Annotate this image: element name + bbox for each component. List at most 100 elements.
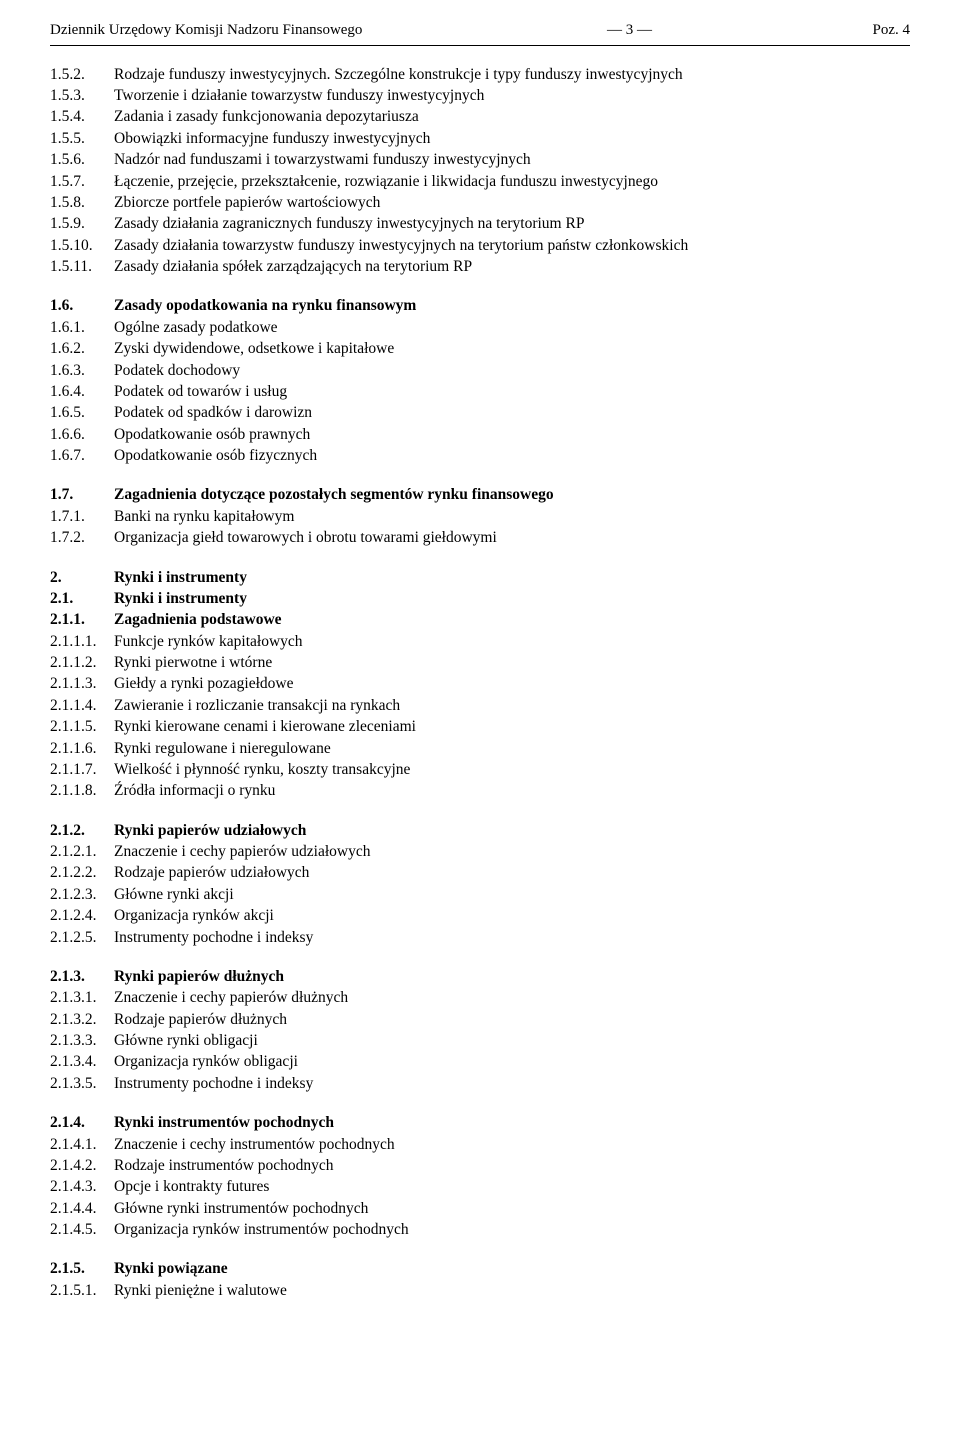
toc-title: Rynki i instrumenty — [114, 567, 910, 588]
toc-number: 2.1.2.3. — [50, 884, 114, 905]
toc-row: 1.5.8.Zbiorcze portfele papierów wartośc… — [50, 192, 910, 213]
section-gap — [50, 802, 910, 820]
toc-title: Znaczenie i cechy papierów dłużnych — [114, 987, 910, 1008]
toc-title: Organizacja rynków obligacji — [114, 1051, 910, 1072]
toc-row: 1.6.3.Podatek dochodowy — [50, 360, 910, 381]
toc-number: 1.5.3. — [50, 85, 114, 106]
toc-row: 1.6.2.Zyski dywidendowe, odsetkowe i kap… — [50, 338, 910, 359]
toc-title: Banki na rynku kapitałowym — [114, 506, 910, 527]
toc-row: 2.1.3.1.Znaczenie i cechy papierów dłużn… — [50, 987, 910, 1008]
toc-title: Opodatkowanie osób prawnych — [114, 424, 910, 445]
toc-number: 1.6.3. — [50, 360, 114, 381]
section-gap — [50, 549, 910, 567]
toc-row: 1.6.Zasady opodatkowania na rynku finans… — [50, 295, 910, 316]
toc-number: 1.7.1. — [50, 506, 114, 527]
toc-row: 1.7.1.Banki na rynku kapitałowym — [50, 506, 910, 527]
toc-row: 2.1.1.3.Giełdy a rynki pozagiełdowe — [50, 673, 910, 694]
toc-row: 2.1.4.Rynki instrumentów pochodnych — [50, 1112, 910, 1133]
toc-row: 2.1.4.2.Rodzaje instrumentów pochodnych — [50, 1155, 910, 1176]
toc-row: 2.1.1.7.Wielkość i płynność rynku, koszt… — [50, 759, 910, 780]
toc-row: 1.5.7.Łączenie, przejęcie, przekształcen… — [50, 171, 910, 192]
toc-row: 1.5.3.Tworzenie i działanie towarzystw f… — [50, 85, 910, 106]
toc-title: Zadania i zasady funkcjonowania depozyta… — [114, 106, 910, 127]
toc-number: 2.1. — [50, 588, 114, 609]
toc-title: Organizacja rynków akcji — [114, 905, 910, 926]
toc-number: 1.6.2. — [50, 338, 114, 359]
toc-row: 2.1.1.1.Funkcje rynków kapitałowych — [50, 631, 910, 652]
toc-row: 2.Rynki i instrumenty — [50, 567, 910, 588]
toc-number: 1.5.10. — [50, 235, 114, 256]
toc-title: Rodzaje funduszy inwestycyjnych. Szczegó… — [114, 64, 910, 85]
toc-row: 2.1.1.6.Rynki regulowane i nieregulowane — [50, 738, 910, 759]
toc-row: 1.5.6.Nadzór nad funduszami i towarzystw… — [50, 149, 910, 170]
toc-title: Tworzenie i działanie towarzystw fundusz… — [114, 85, 910, 106]
header-position: Poz. 4 — [873, 20, 911, 41]
toc-title: Znaczenie i cechy instrumentów pochodnyc… — [114, 1134, 910, 1155]
toc-number: 2.1.1.1. — [50, 631, 114, 652]
toc-title: Zasady działania towarzystw funduszy inw… — [114, 235, 910, 256]
toc-title: Zagadnienia dotyczące pozostałych segmen… — [114, 484, 910, 505]
toc-title: Opodatkowanie osób fizycznych — [114, 445, 910, 466]
toc-number: 1.5.7. — [50, 171, 114, 192]
toc-number: 1.6.6. — [50, 424, 114, 445]
toc-title: Rynki pieniężne i walutowe — [114, 1280, 910, 1301]
toc-row: 2.1.3.4.Organizacja rynków obligacji — [50, 1051, 910, 1072]
toc-row: 1.6.5.Podatek od spadków i darowizn — [50, 402, 910, 423]
toc-row: 1.5.10.Zasady działania towarzystw fundu… — [50, 235, 910, 256]
toc-row: 2.1.2.3.Główne rynki akcji — [50, 884, 910, 905]
toc-number: 2.1.4.1. — [50, 1134, 114, 1155]
toc-title: Instrumenty pochodne i indeksy — [114, 927, 910, 948]
toc-number: 2.1.5. — [50, 1258, 114, 1279]
section-gap — [50, 948, 910, 966]
toc-row: 1.5.4.Zadania i zasady funkcjonowania de… — [50, 106, 910, 127]
toc-title: Zyski dywidendowe, odsetkowe i kapitałow… — [114, 338, 910, 359]
toc-title: Znaczenie i cechy papierów udziałowych — [114, 841, 910, 862]
toc-title: Zasady opodatkowania na rynku finansowym — [114, 295, 910, 316]
toc-number: 1.5.5. — [50, 128, 114, 149]
toc-title: Zbiorcze portfele papierów wartościowych — [114, 192, 910, 213]
toc-number: 2.1.3.1. — [50, 987, 114, 1008]
toc-number: 2.1.1.7. — [50, 759, 114, 780]
toc-row: 2.1.2.2.Rodzaje papierów udziałowych — [50, 862, 910, 883]
toc-title: Giełdy a rynki pozagiełdowe — [114, 673, 910, 694]
toc-number: 1.7.2. — [50, 527, 114, 548]
toc-number: 1.6.7. — [50, 445, 114, 466]
toc-title: Nadzór nad funduszami i towarzystwami fu… — [114, 149, 910, 170]
toc-row: 2.1.Rynki i instrumenty — [50, 588, 910, 609]
toc-number: 2.1.3. — [50, 966, 114, 987]
toc-title: Rynki regulowane i nieregulowane — [114, 738, 910, 759]
toc-title: Zagadnienia podstawowe — [114, 609, 910, 630]
toc-row: 1.5.5.Obowiązki informacyjne funduszy in… — [50, 128, 910, 149]
toc-title: Rynki papierów dłużnych — [114, 966, 910, 987]
toc-title: Podatek dochodowy — [114, 360, 910, 381]
toc-title: Rynki pierwotne i wtórne — [114, 652, 910, 673]
toc-number: 2.1.2.5. — [50, 927, 114, 948]
toc-number: 1.5.6. — [50, 149, 114, 170]
toc-title: Wielkość i płynność rynku, koszty transa… — [114, 759, 910, 780]
toc-number: 1.5.2. — [50, 64, 114, 85]
toc-number: 2.1.4.5. — [50, 1219, 114, 1240]
toc-number: 1.6.5. — [50, 402, 114, 423]
toc-title: Łączenie, przejęcie, przekształcenie, ro… — [114, 171, 910, 192]
page-header: Dziennik Urzędowy Komisji Nadzoru Finans… — [50, 20, 910, 46]
toc-number: 2. — [50, 567, 114, 588]
toc-title: Obowiązki informacyjne funduszy inwestyc… — [114, 128, 910, 149]
toc-number: 1.5.8. — [50, 192, 114, 213]
toc-title: Główne rynki obligacji — [114, 1030, 910, 1051]
toc-title: Podatek od towarów i usług — [114, 381, 910, 402]
toc-number: 2.1.1.8. — [50, 780, 114, 801]
toc-number: 1.6.4. — [50, 381, 114, 402]
toc-row: 1.6.7.Opodatkowanie osób fizycznych — [50, 445, 910, 466]
toc-title: Zasady działania spółek zarządzających n… — [114, 256, 910, 277]
toc-row: 2.1.3.5.Instrumenty pochodne i indeksy — [50, 1073, 910, 1094]
toc-title: Rodzaje papierów dłużnych — [114, 1009, 910, 1030]
toc-title: Zasady działania zagranicznych funduszy … — [114, 213, 910, 234]
toc-number: 1.5.4. — [50, 106, 114, 127]
toc-row: 1.5.11.Zasady działania spółek zarządzaj… — [50, 256, 910, 277]
toc-title: Podatek od spadków i darowizn — [114, 402, 910, 423]
toc-row: 2.1.4.3.Opcje i kontrakty futures — [50, 1176, 910, 1197]
toc-number: 1.5.11. — [50, 256, 114, 277]
toc-number: 2.1.1.6. — [50, 738, 114, 759]
toc-number: 2.1.2.2. — [50, 862, 114, 883]
toc-row: 2.1.1.Zagadnienia podstawowe — [50, 609, 910, 630]
